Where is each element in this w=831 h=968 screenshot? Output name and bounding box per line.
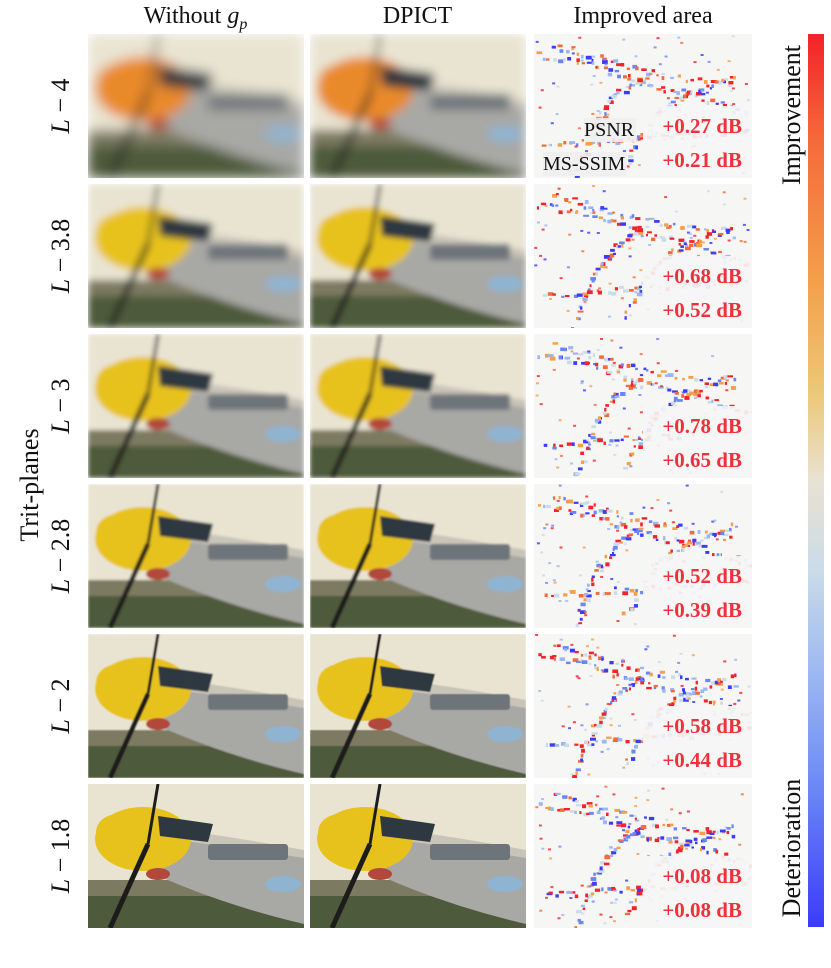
stats-box: +0.52 dB +0.39 dB <box>643 556 752 628</box>
metric-label-psnr: PSNR <box>584 118 637 142</box>
image-dpict <box>310 634 526 778</box>
image-dpict <box>310 334 526 478</box>
psnr-gain: +0.58 dB <box>662 714 742 738</box>
row-label-L: L <box>46 419 75 434</box>
stats-box: +0.78 dB +0.65 dB <box>643 406 752 478</box>
psnr-gain: +0.68 dB <box>662 264 742 288</box>
row-label: L − 3.8 <box>46 181 76 331</box>
image-without-gp <box>88 334 304 478</box>
colorbar <box>808 34 824 927</box>
header-p-subscript: p <box>239 16 248 33</box>
image-dpict <box>310 784 526 928</box>
image-dpict <box>310 484 526 628</box>
row-label: L − 2.8 <box>46 481 76 631</box>
colorbar-label-deterioration: Deterioration <box>777 778 806 918</box>
row-label-value: − 1.8 <box>46 818 75 879</box>
row-label-L: L <box>46 719 75 734</box>
ms-ssim-gain: +0.44 dB <box>662 748 742 772</box>
image-without-gp <box>88 484 304 628</box>
psnr-gain: +0.52 dB <box>662 564 742 588</box>
psnr-gain: +0.27 dB <box>662 114 742 138</box>
psnr-gain: +0.78 dB <box>662 414 742 438</box>
row-label-L: L <box>46 878 75 894</box>
row-label: L − 1.8 <box>46 781 76 931</box>
stats-box: +0.27 dB +0.21 dB <box>643 106 752 178</box>
row-label-L: L <box>46 278 75 294</box>
header-g-symbol: g <box>227 3 240 29</box>
row-label: L − 4 <box>46 31 76 181</box>
row-label: L − 2 <box>46 631 76 781</box>
ms-ssim-gain: +0.39 dB <box>662 598 742 622</box>
header-without-text: Without <box>143 3 228 29</box>
group-label-trit-planes: Trit-planes <box>15 428 44 542</box>
stats-box: +0.08 dB +0.08 dB <box>643 856 752 928</box>
ms-ssim-gain: +0.08 dB <box>662 898 742 922</box>
row-label-value: − 2.8 <box>46 518 75 579</box>
stats-box: +0.58 dB +0.44 dB <box>643 706 752 778</box>
ms-ssim-gain: +0.21 dB <box>662 148 742 172</box>
row-label-L: L <box>46 578 75 594</box>
header-dpict: DPICT <box>382 3 453 29</box>
header-improved-area: Improved area <box>573 3 713 29</box>
stats-box: +0.68 dB +0.52 dB <box>643 256 752 328</box>
colorbar-label-improvement: Improvement <box>777 44 806 186</box>
image-without-gp <box>88 34 304 178</box>
image-dpict <box>310 34 526 178</box>
row-label: L − 3 <box>46 331 76 481</box>
metric-label-ms-ssim: MS-SSIM <box>543 152 628 176</box>
row-label-value: − 2 <box>46 678 75 720</box>
header-without-gp: Without gp <box>88 2 303 33</box>
ms-ssim-gain: +0.52 dB <box>662 298 742 322</box>
row-label-L: L <box>46 119 75 134</box>
image-without-gp <box>88 784 304 928</box>
image-dpict <box>310 184 526 328</box>
image-without-gp <box>88 184 304 328</box>
row-label-value: − 3 <box>46 378 75 420</box>
image-without-gp <box>88 634 304 778</box>
row-label-value: − 4 <box>46 78 75 120</box>
row-label-value: − 3.8 <box>46 218 75 279</box>
ms-ssim-gain: +0.65 dB <box>662 448 742 472</box>
psnr-gain: +0.08 dB <box>662 864 742 888</box>
